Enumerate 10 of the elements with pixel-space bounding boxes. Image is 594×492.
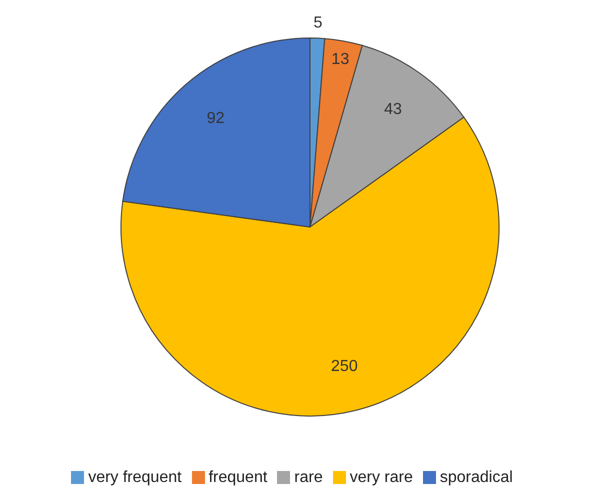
legend-label: rare (294, 469, 323, 486)
legend-label: sporadical (440, 469, 513, 486)
legend-label: frequent (208, 469, 268, 486)
data-label: 13 (331, 51, 350, 68)
legend-label: very frequent (88, 469, 182, 486)
data-label: 5 (314, 14, 322, 32)
data-label: 250 (331, 358, 358, 375)
legend-label: very rare (350, 469, 413, 486)
data-label: 92 (206, 110, 225, 128)
data-label: 43 (384, 101, 402, 118)
